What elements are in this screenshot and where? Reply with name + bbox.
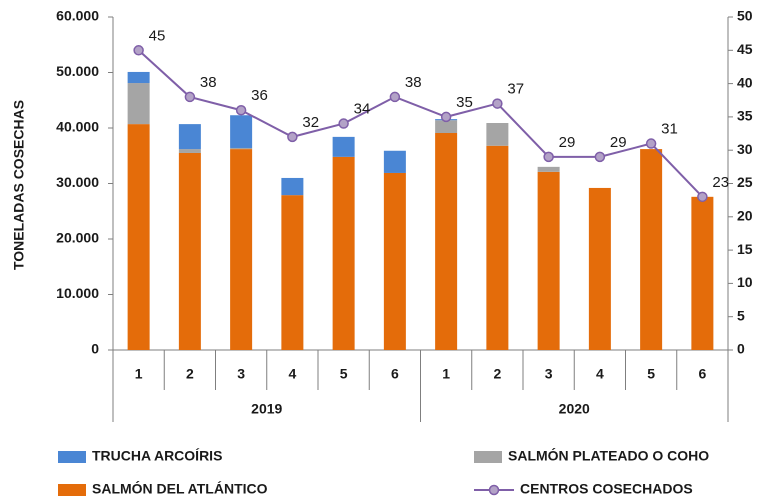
line-marker <box>235 104 247 116</box>
y-tick-label: 50.000 <box>56 63 99 79</box>
legend-swatch <box>58 484 86 496</box>
line-marker <box>338 118 349 129</box>
bar-segment <box>230 149 253 350</box>
bar-segment <box>640 149 663 350</box>
x-tick-label: 3 <box>237 366 245 382</box>
x-tick-label: 3 <box>545 366 553 382</box>
y2-tick-label: 25 <box>737 174 753 190</box>
bar-segment <box>127 124 150 351</box>
x-tick-label: 2 <box>186 366 194 382</box>
y2-tick-label: 10 <box>737 274 753 290</box>
data-label: 38 <box>405 74 422 91</box>
data-label: 29 <box>559 134 576 151</box>
y2-tick-label: 35 <box>737 108 753 124</box>
bar-segment <box>127 83 150 125</box>
bar-segment <box>691 196 714 350</box>
group-label: 2020 <box>559 401 590 417</box>
bar-segment <box>281 177 304 196</box>
data-label: 32 <box>302 114 319 131</box>
y-tick-label: 20.000 <box>56 230 99 246</box>
y-tick-label: 0 <box>91 341 99 357</box>
bar-segment <box>332 156 355 350</box>
x-tick-label: 4 <box>288 366 296 382</box>
bar-segment <box>486 123 509 146</box>
line <box>137 49 704 198</box>
data-label: 37 <box>507 81 524 98</box>
y2-tick-label: 5 <box>737 307 745 323</box>
legend-marker <box>488 484 500 496</box>
bar-segment <box>178 149 201 153</box>
line-marker <box>697 191 708 203</box>
data-label: 31 <box>661 121 678 138</box>
x-tick-label: 5 <box>647 366 655 382</box>
bar-segment <box>588 187 611 350</box>
line-marker <box>645 138 657 149</box>
data-label: 45 <box>149 27 166 44</box>
line-marker <box>287 131 298 143</box>
bar-segment <box>486 145 509 350</box>
line-marker <box>543 151 554 163</box>
line-marker <box>133 45 144 56</box>
line-marker <box>389 91 401 103</box>
y2-tick-label: 50 <box>737 8 753 24</box>
legend-swatch <box>474 451 502 463</box>
x-tick-label: 5 <box>340 366 348 382</box>
x-tick-label: 6 <box>391 366 399 382</box>
bar-segment <box>230 115 253 148</box>
y2-tick-label: 40 <box>737 74 753 90</box>
bar-segment <box>435 120 458 133</box>
bar-segment <box>178 124 201 150</box>
data-label: 36 <box>251 87 268 104</box>
y2-tick-label: 30 <box>737 141 753 157</box>
group-label: 2019 <box>251 401 282 417</box>
y-tick-label: 30.000 <box>56 174 99 190</box>
bar-segment <box>537 171 560 350</box>
bar-segment <box>435 132 458 350</box>
data-label: 34 <box>354 101 371 118</box>
legend-label: SALMÓN DEL ATLÁNTICO <box>92 480 268 497</box>
y2-tick-label: 15 <box>737 241 753 257</box>
y-tick-label: 10.000 <box>56 285 99 301</box>
y-axis-label: TONELADAS COSECHAS <box>11 100 27 270</box>
bar-segment <box>383 150 406 173</box>
bar-segment <box>537 166 560 172</box>
y2-tick-label: 20 <box>737 208 753 224</box>
data-label: 29 <box>610 134 627 151</box>
data-label: 35 <box>456 94 473 111</box>
bar-segment <box>230 147 253 150</box>
x-tick-label: 1 <box>135 366 143 382</box>
legend-label: CENTROS COSECHADOS <box>520 481 693 497</box>
data-label: 38 <box>200 74 217 91</box>
bar-segment <box>281 195 304 350</box>
line-marker <box>184 91 196 103</box>
legend-swatch <box>58 451 86 463</box>
y-tick-label: 60.000 <box>56 8 99 24</box>
y2-tick-label: 45 <box>737 41 753 57</box>
line-marker <box>440 111 452 123</box>
legend-label: SALMÓN PLATEADO O COHO <box>508 447 709 464</box>
bar-segment <box>332 136 355 157</box>
y2-tick-label: 0 <box>737 341 745 357</box>
y-tick-label: 40.000 <box>56 119 99 135</box>
x-tick-label: 6 <box>698 366 706 382</box>
x-tick-label: 1 <box>442 366 450 382</box>
line-marker <box>492 98 503 109</box>
bar-segment <box>383 172 406 350</box>
x-tick-label: 4 <box>596 366 604 382</box>
legend-label: TRUCHA ARCOÍRIS <box>92 448 222 464</box>
bar-segment <box>127 71 150 84</box>
x-tick-label: 2 <box>493 366 501 382</box>
data-label: 23 <box>712 174 729 191</box>
line-marker <box>594 151 606 163</box>
bar-segment <box>178 152 201 350</box>
